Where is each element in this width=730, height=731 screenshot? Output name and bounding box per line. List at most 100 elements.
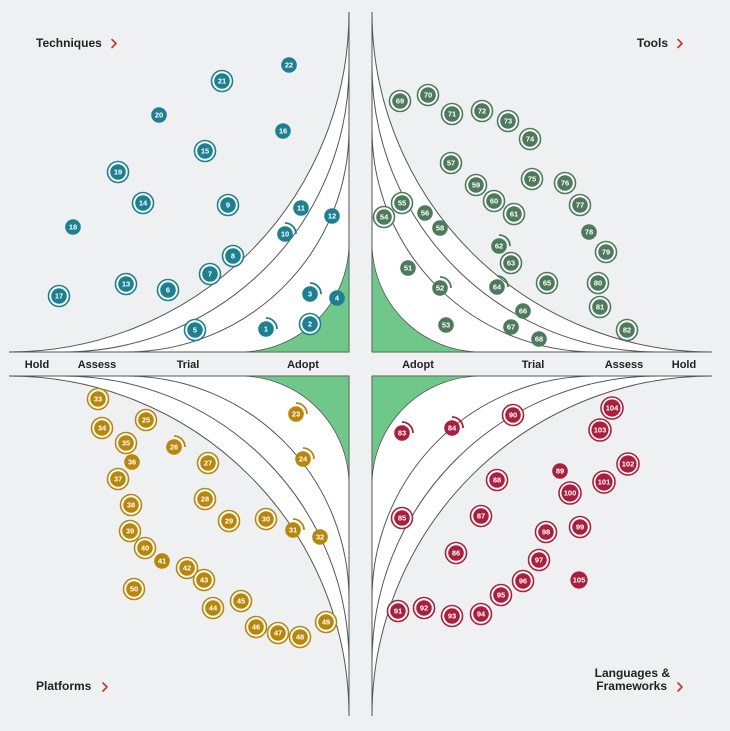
blip-41[interactable]: 41 <box>154 553 170 569</box>
blip-97[interactable]: 97 <box>527 548 551 572</box>
blip-34[interactable]: 34 <box>90 416 114 440</box>
blip-71[interactable]: 71 <box>440 102 464 126</box>
blip-54[interactable]: 54 <box>372 205 396 229</box>
blip-24[interactable]: 24 <box>295 447 315 467</box>
blip-19[interactable]: 19 <box>106 160 130 184</box>
blip-92[interactable]: 92 <box>412 596 436 620</box>
blip-103[interactable]: 103 <box>588 418 612 442</box>
blip-6[interactable]: 6 <box>156 278 180 302</box>
blip-29[interactable]: 29 <box>217 509 241 533</box>
blip-104[interactable]: 104 <box>600 396 624 420</box>
blip-1[interactable]: 1 <box>258 317 278 337</box>
blip-27[interactable]: 27 <box>196 451 220 475</box>
blip-42[interactable]: 42 <box>175 556 199 580</box>
blip-64[interactable]: 64 <box>489 275 509 295</box>
blip-51[interactable]: 51 <box>400 260 416 276</box>
blip-14[interactable]: 14 <box>131 191 155 215</box>
blip-38[interactable]: 38 <box>119 493 143 517</box>
blip-20[interactable]: 20 <box>151 107 167 123</box>
blip-31[interactable]: 31 <box>285 518 305 538</box>
quadrant-link-tools[interactable]: Tools <box>637 36 683 50</box>
blip-72[interactable]: 72 <box>470 99 494 123</box>
blip-73[interactable]: 73 <box>496 109 520 133</box>
blip-18[interactable]: 18 <box>65 219 81 235</box>
blip-80[interactable]: 80 <box>586 271 610 295</box>
blip-67[interactable]: 67 <box>503 319 519 335</box>
blip-13[interactable]: 13 <box>114 272 138 296</box>
blip-35[interactable]: 35 <box>114 431 138 455</box>
blip-105[interactable]: 105 <box>570 571 588 589</box>
blip-74[interactable]: 74 <box>518 127 542 151</box>
blip-11[interactable]: 11 <box>293 200 309 216</box>
blip-82[interactable]: 82 <box>615 318 639 342</box>
blip-70[interactable]: 70 <box>416 83 440 107</box>
blip-61[interactable]: 61 <box>502 202 526 226</box>
blip-50[interactable]: 50 <box>122 577 146 601</box>
blip-68[interactable]: 68 <box>531 331 547 347</box>
quadrant-link-languages[interactable]: Languages & Frameworks <box>595 666 683 693</box>
blip-76[interactable]: 76 <box>553 171 577 195</box>
blip-26[interactable]: 26 <box>166 435 186 455</box>
blip-49[interactable]: 49 <box>314 610 338 634</box>
blip-3[interactable]: 3 <box>302 282 322 302</box>
blip-36[interactable]: 36 <box>124 454 140 470</box>
blip-98[interactable]: 98 <box>534 520 558 544</box>
blip-23[interactable]: 23 <box>288 402 308 422</box>
blip-75[interactable]: 75 <box>520 167 544 191</box>
blip-65[interactable]: 65 <box>535 271 559 295</box>
blip-89[interactable]: 89 <box>552 463 568 479</box>
blip-37[interactable]: 37 <box>106 467 130 491</box>
blip-45[interactable]: 45 <box>229 589 253 613</box>
blip-99[interactable]: 99 <box>568 515 592 539</box>
blip-78[interactable]: 78 <box>581 224 597 240</box>
blip-96[interactable]: 96 <box>511 569 535 593</box>
blip-44[interactable]: 44 <box>201 596 225 620</box>
blip-12[interactable]: 12 <box>324 208 340 224</box>
blip-53[interactable]: 53 <box>438 317 454 333</box>
blip-88[interactable]: 88 <box>485 468 509 492</box>
blip-66[interactable]: 66 <box>515 303 531 319</box>
blip-62[interactable]: 62 <box>491 234 511 254</box>
blip-56[interactable]: 56 <box>417 205 433 221</box>
blip-33[interactable]: 33 <box>86 387 110 411</box>
blip-25[interactable]: 25 <box>134 408 158 432</box>
blip-57[interactable]: 57 <box>439 151 463 175</box>
blip-16[interactable]: 16 <box>275 123 291 139</box>
blip-91[interactable]: 91 <box>386 599 410 623</box>
blip-55[interactable]: 55 <box>390 191 414 215</box>
blip-22[interactable]: 22 <box>281 57 297 73</box>
blip-48[interactable]: 48 <box>288 625 312 649</box>
blip-101[interactable]: 101 <box>592 470 616 494</box>
blip-40[interactable]: 40 <box>133 536 157 560</box>
blip-59[interactable]: 59 <box>464 173 488 197</box>
blip-100[interactable]: 100 <box>558 481 582 505</box>
blip-86[interactable]: 86 <box>444 541 468 565</box>
blip-69[interactable]: 69 <box>388 89 412 113</box>
blip-58[interactable]: 58 <box>432 220 448 236</box>
blip-4[interactable]: 4 <box>329 290 345 306</box>
blip-94[interactable]: 94 <box>469 602 493 626</box>
blip-17[interactable]: 17 <box>47 284 71 308</box>
blip-93[interactable]: 93 <box>440 604 464 628</box>
blip-90[interactable]: 90 <box>501 403 525 427</box>
blip-87[interactable]: 87 <box>469 504 493 528</box>
blip-7[interactable]: 7 <box>198 262 222 286</box>
blip-60[interactable]: 60 <box>482 189 506 213</box>
blip-47[interactable]: 47 <box>266 621 290 645</box>
blip-77[interactable]: 77 <box>568 193 592 217</box>
blip-9[interactable]: 9 <box>216 193 240 217</box>
blip-85[interactable]: 85 <box>390 506 414 530</box>
blip-63[interactable]: 63 <box>499 251 523 275</box>
blip-2[interactable]: 2 <box>298 312 322 336</box>
blip-46[interactable]: 46 <box>244 615 268 639</box>
blip-84[interactable]: 84 <box>444 416 464 436</box>
blip-21[interactable]: 21 <box>210 69 234 93</box>
blip-32[interactable]: 32 <box>312 529 328 545</box>
blip-83[interactable]: 83 <box>394 421 414 441</box>
blip-15[interactable]: 15 <box>193 139 217 163</box>
blip-43[interactable]: 43 <box>192 568 216 592</box>
blip-8[interactable]: 8 <box>221 244 245 268</box>
blip-5[interactable]: 5 <box>183 318 207 342</box>
quadrant-link-platforms[interactable]: Platforms <box>36 679 108 693</box>
blip-30[interactable]: 30 <box>254 507 278 531</box>
